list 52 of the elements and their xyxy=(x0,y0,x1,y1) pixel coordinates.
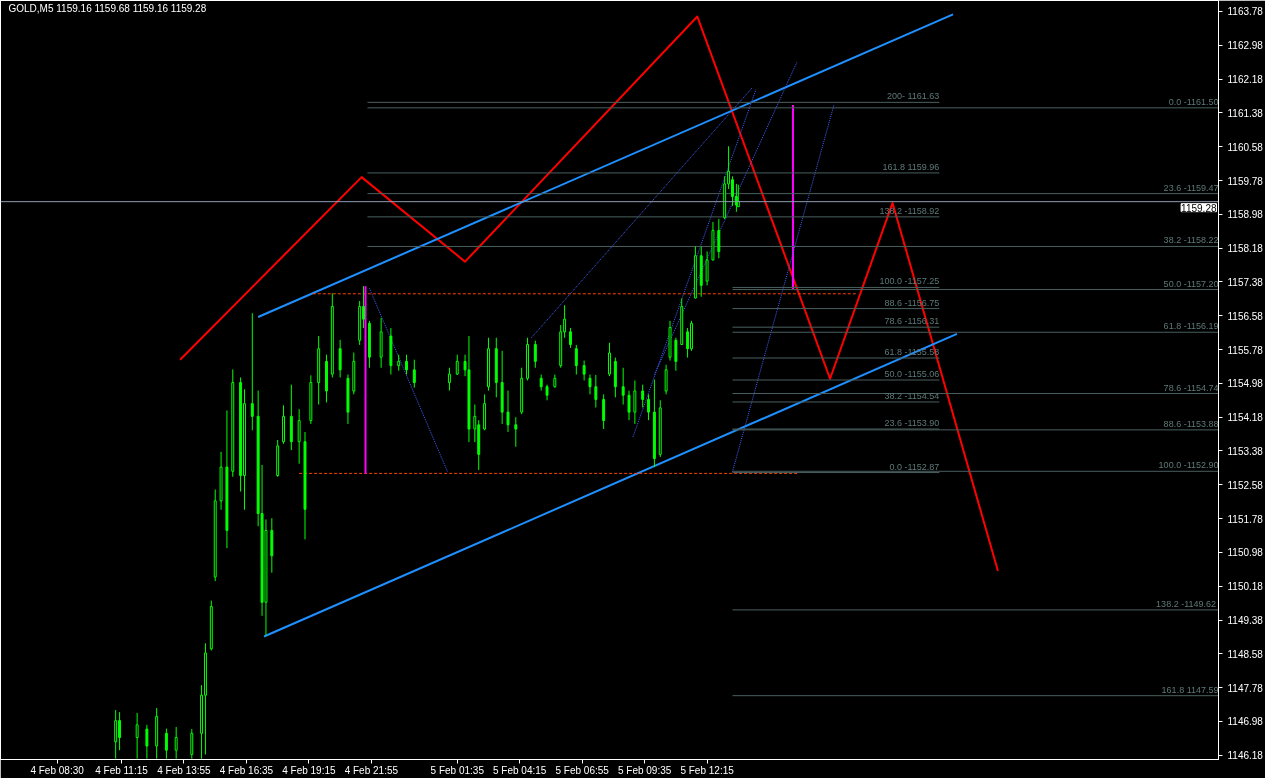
annotation: 38.2 -1158.22 xyxy=(1163,235,1219,246)
y-tick-label: 1158.18 xyxy=(1227,243,1264,255)
annotation: 161.8 1147.59 xyxy=(1161,684,1219,695)
y-tick-label: 1157.38 xyxy=(1227,276,1264,288)
x-tick-label: 4 Feb 19:15 xyxy=(282,764,337,776)
x-tick-label: 5 Feb 04:15 xyxy=(493,764,547,776)
x-tick-label: 5 Feb 01:35 xyxy=(430,764,485,776)
annotation: 88.6 -1153.88 xyxy=(1163,418,1219,429)
y-tick-label: 1156.58 xyxy=(1227,310,1264,322)
annotation: 100.0 -1152.90 xyxy=(1158,460,1219,471)
annotation: 50.0 -1155.06 xyxy=(884,369,940,379)
y-tick-label: 1162.98 xyxy=(1227,40,1264,52)
y-tick-label: 1153.38 xyxy=(1227,446,1264,457)
y-tick-label: 1160.58 xyxy=(1227,141,1264,153)
x-tick-label: 5 Feb 12:15 xyxy=(680,764,735,776)
y-tick-label: 1146.98 xyxy=(1227,716,1264,728)
x-tick-label: 5 Feb 09:35 xyxy=(617,764,672,776)
annotation: 61.8 -1156.19 xyxy=(1163,321,1219,332)
y-tick-label: 1150.98 xyxy=(1227,547,1264,559)
ref-line-label: 1159.28 xyxy=(1181,202,1217,214)
y-tick-label: 1159.78 xyxy=(1227,175,1264,187)
annotation: 0.0 -1152.87 xyxy=(889,461,940,472)
y-tick-label: 1152.58 xyxy=(1227,479,1264,491)
y-tick-label: 1151.78 xyxy=(1227,513,1264,525)
y-tick-label: 1161.38 xyxy=(1227,107,1264,119)
chart-title: GOLD,M5 1159.16 1159.68 1159.16 1159.28 xyxy=(8,2,207,14)
annotation: 0.0 -1161.50 xyxy=(1168,96,1219,107)
y-tick-label: 1155.78 xyxy=(1227,344,1264,356)
annotation: 161.8 1159.96 xyxy=(882,161,940,172)
annotation: 78.6 -1154.74 xyxy=(1163,382,1219,393)
annotation: 38.2 -1154.54 xyxy=(884,390,940,401)
y-tick-label: 1158.98 xyxy=(1227,209,1264,221)
x-tick-label: 5 Feb 06:55 xyxy=(555,764,610,776)
x-tick-label: 4 Feb 11:15 xyxy=(95,764,149,776)
x-tick-label: 4 Feb 21:55 xyxy=(344,764,399,776)
annotation: 23.6 -1153.90 xyxy=(884,418,940,429)
annotation: 23.6 -1159.47 xyxy=(1163,182,1219,193)
y-tick-label: 1154.98 xyxy=(1227,378,1264,390)
y-tick-label: 1147.78 xyxy=(1227,682,1264,694)
y-tick-label: 1149.38 xyxy=(1227,615,1264,627)
y-tick-label: 1162.18 xyxy=(1227,74,1264,86)
y-tick-label: 1154.18 xyxy=(1227,412,1264,424)
annotation: 50.0 -1157.20 xyxy=(1163,278,1219,289)
y-tick-label: 1146.18 xyxy=(1227,750,1264,762)
x-tick-label: 4 Feb 08:30 xyxy=(30,764,85,776)
annotation: 200- 1161.63 xyxy=(887,91,940,102)
y-tick-label: 1150.18 xyxy=(1227,581,1264,593)
annotation: 138.2 -1149.62 xyxy=(1156,598,1217,609)
x-tick-label: 4 Feb 13:55 xyxy=(157,764,212,776)
x-tick-label: 4 Feb 16:35 xyxy=(219,764,274,776)
y-tick-label: 1163.78 xyxy=(1227,6,1264,18)
y-tick-label: 1148.58 xyxy=(1227,648,1264,660)
